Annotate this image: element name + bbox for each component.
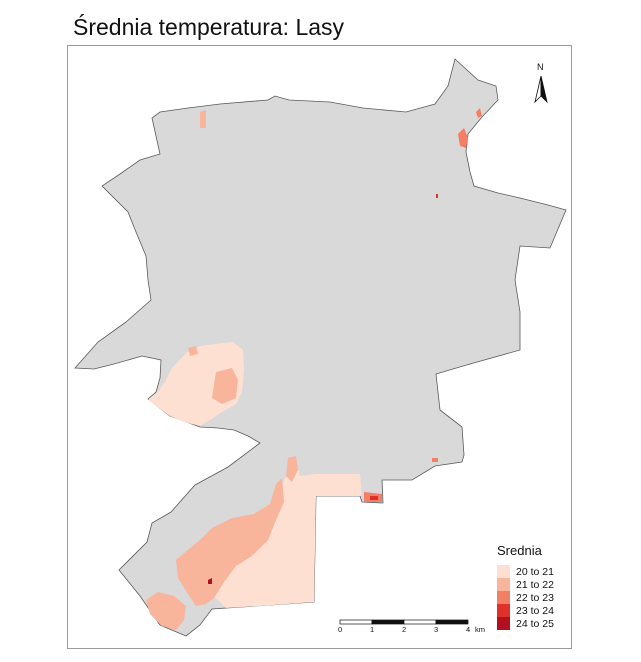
city-boundary — [74, 58, 567, 637]
scale-tick-3: 3 — [434, 625, 438, 634]
legend-item-label: 23 to 24 — [516, 604, 554, 617]
forest-patch-north-small — [200, 110, 206, 128]
forest-patch-west-edge — [188, 346, 198, 356]
forest-patch-north-east-edge — [476, 108, 482, 118]
scale-tick-1: 1 — [370, 625, 374, 634]
forest-patch-south-dot — [208, 578, 212, 584]
legend-title: Srednia — [497, 543, 542, 558]
forest-patch-south — [214, 462, 362, 608]
legend-item-label: 22 to 23 — [516, 591, 554, 604]
scale-bar: 0 1 2 3 4 km — [338, 619, 485, 634]
forest-patch-east-core — [370, 496, 378, 500]
legend-item-label: 21 to 22 — [516, 578, 554, 591]
forest-patch-central-strip — [286, 456, 298, 482]
legend-item: 22 to 23 — [495, 591, 567, 604]
scale-tick-2: 2 — [402, 625, 406, 634]
legend-item: 21 to 22 — [495, 578, 567, 591]
legend-item-label: 20 to 21 — [516, 565, 554, 578]
legend-swatch — [497, 591, 510, 604]
legend-swatch — [497, 565, 510, 578]
legend: Srednia 20 to 21 21 to 22 22 to 23 23 to… — [495, 543, 567, 630]
forest-patch-east-dot — [432, 458, 438, 462]
forest-patch-south-west — [176, 478, 284, 606]
forest-patch-west-core — [212, 368, 238, 404]
forest-patch-northeast — [458, 128, 468, 148]
legend-item-label: 24 to 25 — [516, 617, 554, 630]
legend-swatch — [497, 617, 510, 630]
legend-swatch — [497, 578, 510, 591]
legend-swatch — [497, 604, 510, 617]
map-title: Średnia temperatura: Lasy — [73, 14, 345, 40]
scale-tick-0: 0 — [338, 625, 342, 634]
north-arrow-icon: N — [534, 62, 548, 104]
forest-patch-south-tip — [146, 592, 186, 630]
north-arrow-label: N — [537, 62, 544, 72]
legend-item: 23 to 24 — [495, 604, 567, 617]
legend-item: 20 to 21 — [495, 565, 567, 578]
scale-tick-4: 4 — [466, 625, 470, 634]
forest-patch-mid-dot — [436, 194, 438, 198]
legend-item: 24 to 25 — [495, 617, 567, 630]
scale-unit: km — [475, 625, 485, 634]
forest-patch-west — [148, 342, 244, 426]
